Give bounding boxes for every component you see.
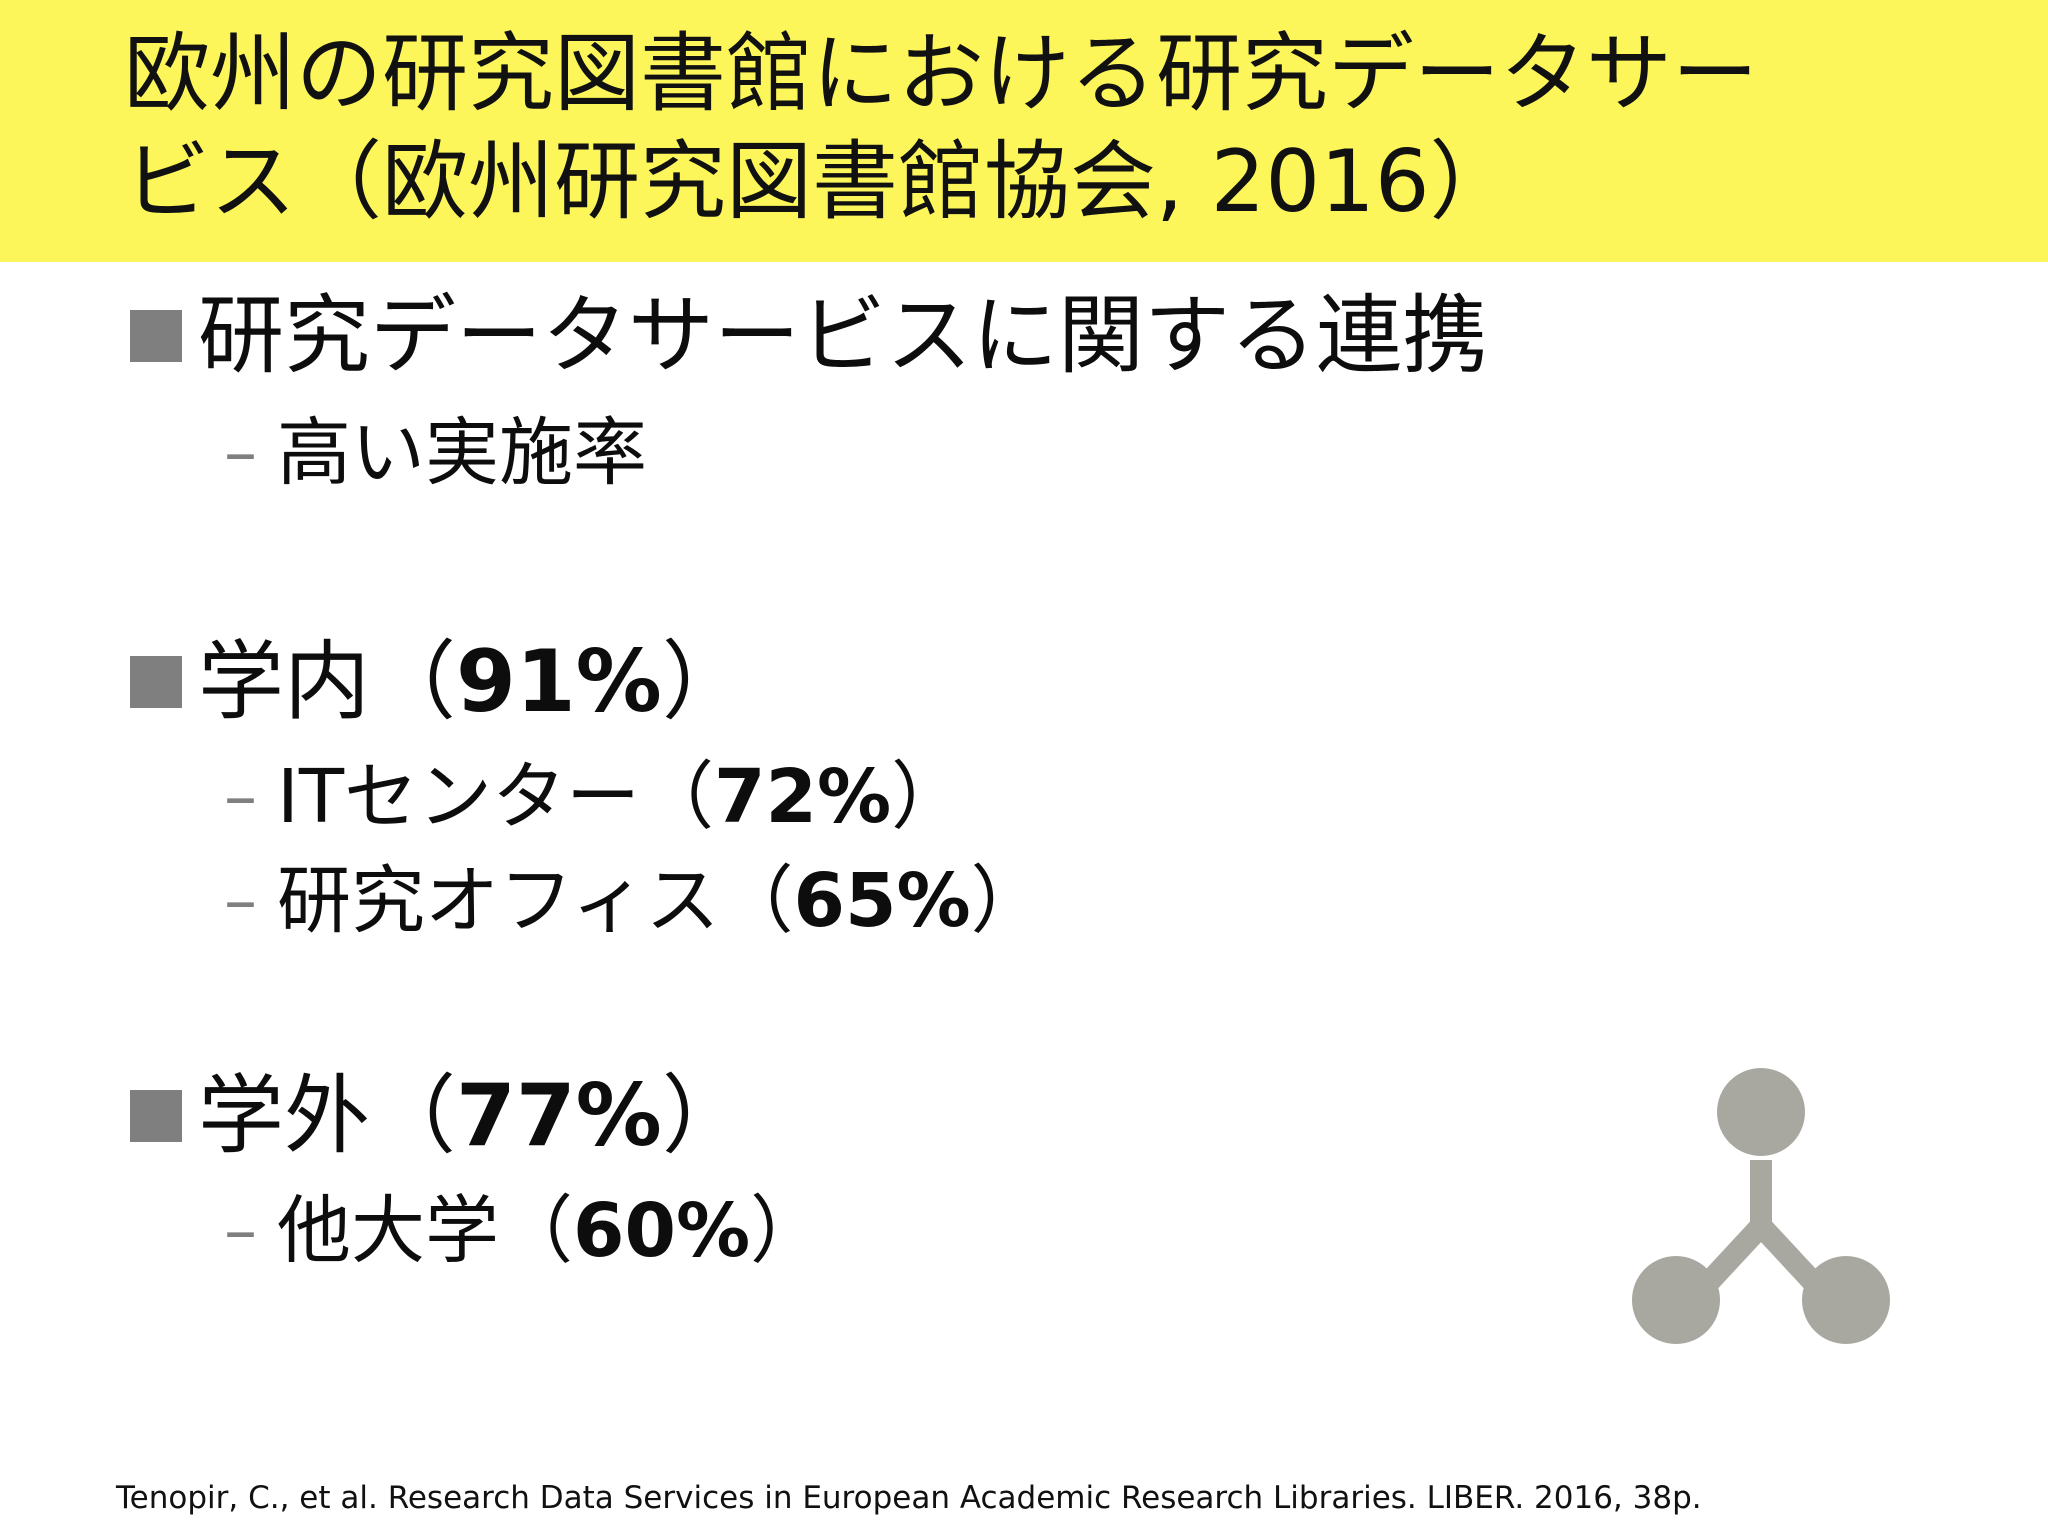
dash-icon: – (224, 758, 257, 835)
bullet-percent: 91% (456, 632, 662, 732)
sub-bullet-close: ） (891, 754, 966, 840)
bullet-collaboration: 研究データサービスに関する連携 (130, 286, 1488, 386)
sub-bullet-it-center: – ITセンター（ 72%） (224, 752, 965, 842)
bullet-internal: 学内（ 91%） (130, 632, 748, 732)
bullet-close: ） (661, 632, 748, 732)
bullet-square-icon (130, 656, 182, 708)
sub-bullet-high-rate: – 高い実施率 (224, 408, 647, 498)
bullet-close: ） (661, 1066, 748, 1166)
title-band: 欧州の研究図書館における研究データサー ビス（欧州研究図書館協会, 2016） (0, 0, 2048, 262)
dash-icon: – (224, 862, 257, 939)
bullet-square-icon (130, 310, 182, 362)
title-line-1: 欧州の研究図書館における研究データサー (124, 24, 1758, 124)
network-nodes-icon (1632, 1068, 1890, 1344)
bullet-label: 学外（ (198, 1066, 456, 1166)
sub-bullet-label: 高い実施率 (277, 410, 647, 496)
dash-icon: – (224, 1192, 257, 1269)
bullet-percent: 77% (456, 1066, 662, 1166)
sub-bullet-research-office: – 研究オフィス（ 65%） (224, 856, 1045, 946)
sub-bullet-close: ） (970, 858, 1045, 944)
slide-title: 欧州の研究図書館における研究データサー ビス（欧州研究図書館協会, 2016） (124, 20, 2024, 236)
sub-bullet-label: 他大学（ (277, 1188, 573, 1274)
bullet-external: 学外（ 77%） (130, 1066, 748, 1166)
bullet-square-icon (130, 1090, 182, 1142)
dash-icon: – (224, 414, 257, 491)
sub-bullet-close: ） (750, 1188, 825, 1274)
sub-bullet-label: ITセンター（ (277, 754, 715, 840)
sub-bullet-percent: 72% (714, 754, 892, 840)
bullet-label: 学内（ (198, 632, 456, 732)
title-line-2: ビス（欧州研究図書館協会, 2016） (124, 132, 1516, 232)
sub-bullet-percent: 60% (573, 1188, 751, 1274)
sub-bullet-percent: 65% (793, 858, 971, 944)
bullet-label: 研究データサービスに関する連携 (198, 286, 1488, 386)
sub-bullet-other-universities: – 他大学（ 60%） (224, 1186, 824, 1276)
citation: Tenopir, C., et al. Research Data Servic… (116, 1480, 1702, 1516)
sub-bullet-label: 研究オフィス（ (277, 858, 794, 944)
